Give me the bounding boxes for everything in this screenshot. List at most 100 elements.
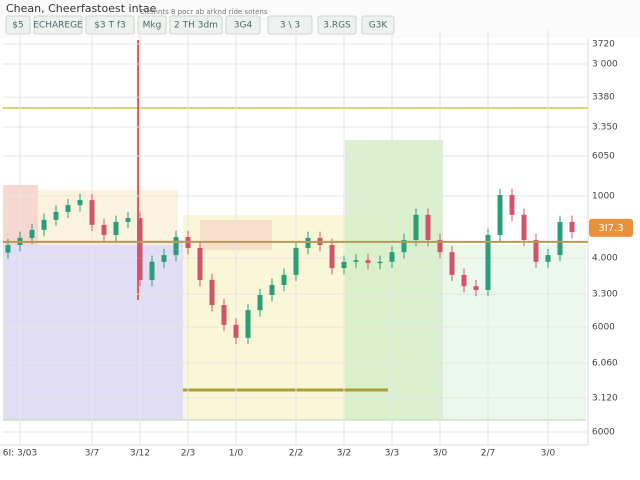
x-tick-label: 2/3 [181, 449, 195, 459]
candle [269, 278, 275, 302]
candle-body [245, 310, 251, 338]
button-label[interactable]: 2 TH 3dm [174, 21, 218, 31]
button-frame[interactable] [5, 15, 31, 35]
candle [173, 230, 179, 262]
x-tick-label: 6I: 3/03 [3, 449, 37, 459]
candle [353, 253, 359, 269]
candle [377, 255, 383, 270]
candle-body [509, 195, 515, 215]
button-frame[interactable] [267, 15, 313, 35]
button-frame[interactable] [225, 15, 261, 35]
toolbar-button[interactable]: 3G4 [225, 15, 261, 35]
candle [149, 255, 155, 287]
x-tick-label: 3/3 [385, 449, 399, 459]
y-tick-label: 3 000 [592, 60, 618, 70]
candle [521, 208, 527, 247]
candle [233, 318, 239, 345]
toolbar-button[interactable]: Mkg [137, 15, 167, 35]
candle [509, 188, 515, 222]
candle [53, 205, 59, 227]
candle [533, 233, 539, 269]
toolbar-button[interactable]: 3.RGS [317, 15, 357, 35]
candle-body [137, 218, 143, 280]
button-label[interactable]: 3G4 [234, 21, 253, 31]
y-tick-label: 3.120 [592, 393, 618, 403]
y-tick-label: 6000 [592, 322, 615, 332]
button-frame[interactable] [85, 15, 135, 35]
button-label[interactable]: ECHAREGE [33, 21, 83, 31]
candle [257, 288, 263, 317]
y-tick-label: 1000 [592, 191, 615, 201]
candle-body [569, 221, 575, 233]
candle-body [125, 218, 131, 222]
toolbar-button[interactable]: ECHAREGE [33, 15, 83, 35]
y-tick-label: 3.300 [592, 290, 618, 300]
button-frame[interactable] [137, 15, 167, 35]
toolbar-button[interactable]: 3 \ 3 [267, 15, 313, 35]
candle-body [89, 200, 95, 225]
button-frame[interactable] [361, 15, 395, 35]
candle-body [329, 245, 335, 269]
last-price-label: 3I7.3 [598, 223, 623, 234]
candle-body [41, 219, 47, 230]
zone [38, 190, 178, 245]
candle-body [401, 240, 407, 253]
candle-body [341, 261, 347, 269]
y-tick-label: 3380 [592, 93, 615, 103]
candle-body [149, 261, 155, 280]
candle-body [53, 211, 59, 220]
candle [125, 211, 131, 229]
button-label[interactable]: 3 \ 3 [280, 21, 300, 31]
candle-body [221, 305, 227, 325]
button-frame[interactable] [33, 15, 83, 35]
candle [329, 238, 335, 275]
candle-body [293, 247, 299, 275]
candle-body [365, 260, 371, 264]
candle [389, 245, 395, 269]
plot: 3720 3 000 3380 3.350 6050 1000 4.000 3.300 6000… [3, 30, 633, 459]
toolbar-button[interactable]: 2 TH 3dm [169, 15, 223, 35]
y-tick-label: 4.000 [592, 254, 618, 264]
toolbar-button[interactable]: G3K [361, 15, 395, 35]
x-tick-label: 3/12 [130, 449, 150, 459]
x-tick-label: 3/2 [337, 449, 351, 459]
candle [89, 193, 95, 232]
title: Chean, Cheerfastoest intae [6, 2, 157, 15]
button-label[interactable]: 3.RGS [323, 21, 351, 31]
subtitle: Clemnts 8 pocr ab arknd ride sotens [140, 8, 268, 16]
candle-body [437, 240, 443, 253]
candle [101, 218, 107, 242]
candle-body [389, 252, 395, 262]
zone [3, 240, 183, 420]
candle-body [377, 261, 383, 264]
candle [449, 245, 455, 282]
toolbar-button[interactable]: $3 T f3 [85, 15, 135, 35]
candle-body [353, 260, 359, 262]
candle [281, 268, 287, 292]
candle-body [521, 214, 527, 240]
y-tick-label: 6050 [592, 152, 615, 162]
button-label[interactable]: $3 T f3 [94, 21, 126, 31]
button-label[interactable]: Mkg [143, 21, 162, 31]
button-label[interactable]: $5 [12, 21, 23, 31]
candle [65, 198, 71, 219]
x-tick-label: 2/7 [481, 449, 495, 459]
x-tick-label: 3/7 [85, 449, 99, 459]
zone [345, 140, 443, 420]
candle-body [77, 200, 83, 206]
button-frame[interactable] [169, 15, 223, 35]
candle [245, 303, 251, 345]
candle [413, 208, 419, 247]
x-tick-label: 2/2 [289, 449, 303, 459]
candle [425, 208, 431, 247]
candle [29, 223, 35, 245]
button-frame[interactable] [317, 15, 357, 35]
candle-body [233, 324, 239, 338]
candle [569, 215, 575, 239]
button-label[interactable]: G3K [369, 21, 389, 31]
candle-body [173, 237, 179, 256]
candle-body [113, 221, 119, 235]
last-price-badge [589, 218, 633, 237]
toolbar-button[interactable]: $5 [5, 15, 31, 35]
